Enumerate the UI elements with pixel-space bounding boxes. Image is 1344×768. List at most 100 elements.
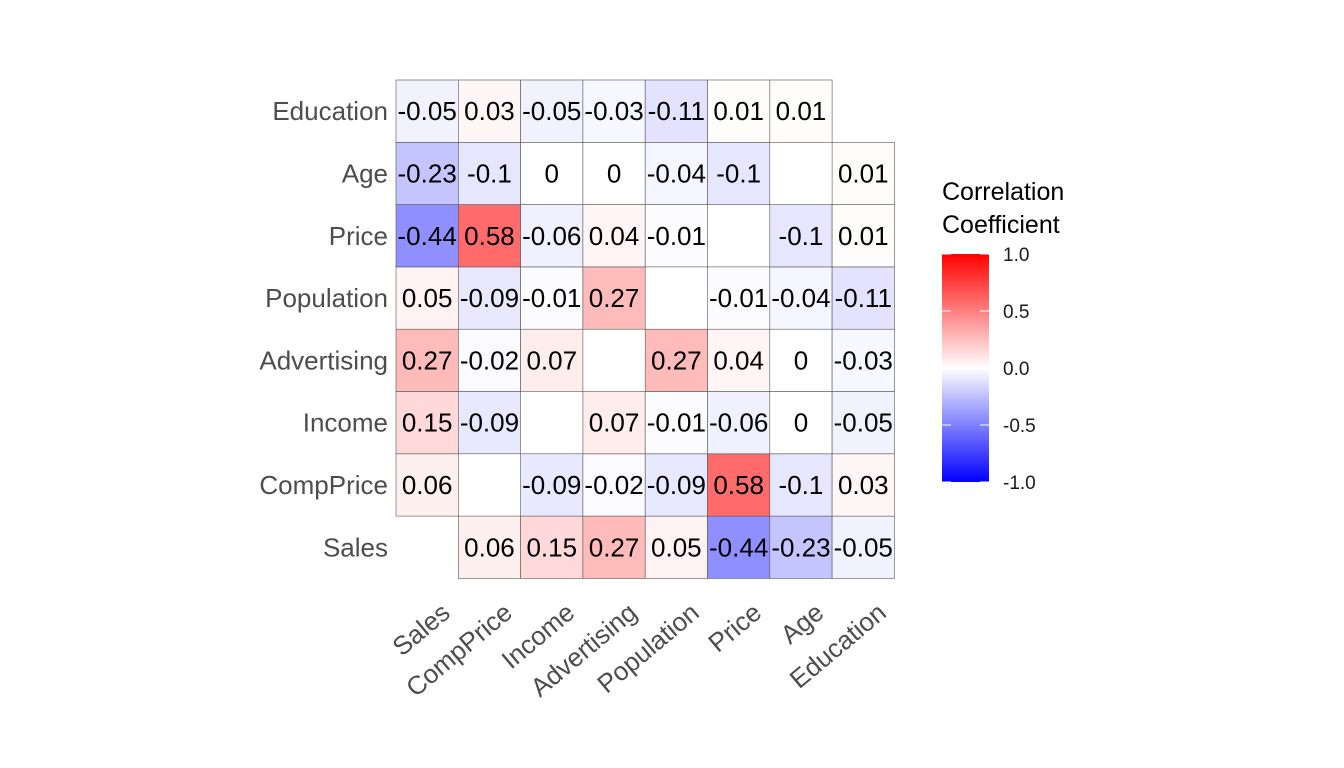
heatmap-cell-education-price bbox=[831, 204, 895, 268]
cell-value-label: -0.01 bbox=[647, 408, 706, 438]
heatmap-cell-age-price bbox=[769, 204, 833, 268]
color-legend: Correlation Coefficient 1.0 0.5 0.0 -0.5 -1.… bbox=[942, 178, 1064, 494]
heatmap-cell-compprice-sales bbox=[457, 515, 521, 579]
cell-value-label: 0 bbox=[794, 408, 808, 438]
legend-tick-label: 1.0 bbox=[1003, 245, 1029, 266]
y-tick-label-price: Price bbox=[329, 221, 388, 251]
cell-value-label: -0.1 bbox=[779, 470, 824, 500]
cell-value-label: -0.06 bbox=[522, 221, 581, 251]
heatmap-cell-age-education bbox=[769, 79, 833, 143]
heatmap-cell-population-education bbox=[644, 79, 708, 143]
heatmap-cell-sales-population bbox=[395, 266, 459, 330]
heatmap-cell-sales-price bbox=[395, 204, 459, 268]
heatmap-cell-age-population bbox=[769, 266, 833, 330]
cell-value-label: -0.05 bbox=[834, 408, 893, 438]
cell-value-label: -0.04 bbox=[647, 158, 706, 188]
heatmap-cells bbox=[395, 79, 895, 579]
heatmap-cell-compprice-advertising bbox=[457, 328, 521, 392]
cell-value-label: -0.11 bbox=[835, 283, 892, 313]
heatmap-cell-advertising-education bbox=[582, 79, 646, 143]
y-tick-label-compprice: CompPrice bbox=[259, 470, 388, 500]
heatmap-cell-population-price bbox=[644, 204, 708, 268]
heatmap-cell-income-age bbox=[520, 142, 584, 205]
heatmap-cell-population-age bbox=[644, 142, 708, 205]
heatmap-cell-price-income bbox=[707, 391, 771, 455]
heatmap-cell-compprice-price bbox=[457, 204, 521, 268]
cell-value-label: -0.23 bbox=[398, 158, 457, 188]
cell-value-label: -0.01 bbox=[709, 283, 768, 313]
heatmap-cell-education-age bbox=[831, 142, 895, 205]
cell-value-label: 0 bbox=[545, 158, 559, 188]
heatmap-cell-education-advertising bbox=[831, 328, 895, 392]
heatmap-cell-age-advertising bbox=[769, 328, 833, 392]
legend-title-line-2: Coefficient bbox=[942, 211, 1060, 239]
heatmap-cell-population-income bbox=[644, 391, 708, 455]
heatmap-cell-income-sales bbox=[520, 515, 584, 579]
cell-value-label: -0.1 bbox=[716, 158, 761, 188]
cell-value-label: 0.06 bbox=[464, 532, 515, 562]
legend-ticks: 1.0 0.5 0.0 -0.5 -1.0 bbox=[942, 245, 1036, 494]
cell-value-label: 0.27 bbox=[651, 345, 702, 375]
heatmap-cell-education-sales bbox=[831, 515, 895, 579]
cell-value-label: 0.58 bbox=[713, 470, 764, 500]
heatmap-cell-sales-education bbox=[395, 79, 459, 143]
heatmap-cell-advertising-age bbox=[582, 142, 646, 205]
cell-value-label: -0.1 bbox=[467, 158, 512, 188]
heatmap-cell-price-compprice bbox=[707, 453, 771, 517]
legend-tick-label: 0.0 bbox=[1003, 359, 1029, 380]
cell-value-label: 0.27 bbox=[589, 532, 640, 562]
heatmap-cell-education-population bbox=[831, 266, 895, 330]
heatmap-cell-population-sales bbox=[644, 515, 708, 579]
cell-value-label: 0.15 bbox=[526, 532, 577, 562]
cell-value-label: 0.07 bbox=[526, 345, 577, 375]
heatmap-cell-price-sales bbox=[707, 515, 771, 579]
cell-value-label: 0.01 bbox=[838, 221, 889, 251]
cell-value-label: -0.04 bbox=[771, 283, 830, 313]
cell-value-label: 0.03 bbox=[464, 96, 515, 126]
cell-value-label: -0.44 bbox=[398, 221, 457, 251]
cell-value-label: 0 bbox=[794, 345, 808, 375]
cell-value-label: 0.03 bbox=[838, 470, 889, 500]
heatmap-cell-income-price bbox=[520, 204, 584, 268]
heatmap-cell-income-compprice bbox=[520, 453, 584, 517]
heatmap-cell-population-advertising bbox=[644, 328, 708, 392]
heatmap-cell-age-sales bbox=[769, 515, 833, 579]
y-tick-label-advertising: Advertising bbox=[259, 345, 388, 375]
cell-value-label: 0.01 bbox=[713, 96, 764, 126]
cell-value-label: -0.03 bbox=[834, 345, 893, 375]
cell-value-label: 0.06 bbox=[402, 470, 453, 500]
heatmap-cell-price-age bbox=[707, 142, 771, 205]
heatmap-cell-advertising-population bbox=[582, 266, 646, 330]
cell-value-label: -0.09 bbox=[647, 470, 706, 500]
legend-tick-label: -0.5 bbox=[1003, 416, 1036, 437]
cell-value-label: -0.23 bbox=[771, 532, 830, 562]
heatmap-cell-compprice-income bbox=[457, 391, 521, 455]
cell-value-label: 0.07 bbox=[589, 408, 640, 438]
cell-value-label: -0.05 bbox=[522, 96, 581, 126]
cell-value-label: 0.04 bbox=[589, 221, 640, 251]
cell-value-label: -0.05 bbox=[834, 532, 893, 562]
legend-title-line-1: Correlation bbox=[942, 178, 1064, 206]
legend-tick-label: 0.5 bbox=[1003, 302, 1029, 323]
cell-value-label: -0.1 bbox=[779, 221, 824, 251]
heatmap-cell-sales-compprice bbox=[395, 453, 459, 517]
x-tick-label-price: Price bbox=[702, 597, 767, 658]
cell-value-label: 0.01 bbox=[838, 158, 889, 188]
heatmap-cell-age-compprice bbox=[769, 453, 833, 517]
cell-value-label: -0.02 bbox=[584, 470, 643, 500]
y-tick-label-education: Education bbox=[272, 96, 388, 126]
cell-value-label: -0.01 bbox=[647, 221, 706, 251]
cell-value-label: -0.09 bbox=[460, 283, 519, 313]
cell-value-label: -0.01 bbox=[522, 283, 581, 313]
cell-value-label: 0.05 bbox=[402, 283, 453, 313]
cell-value-label: 0 bbox=[607, 158, 621, 188]
cell-value-label: 0.01 bbox=[776, 96, 827, 126]
y-tick-label-age: Age bbox=[342, 158, 388, 188]
legend-tick-label: -1.0 bbox=[1003, 473, 1036, 494]
heatmap-cell-labels: 0.06 0.15 0.27 0.05 -0.44 -0.23 -0.050.06 -0.09… bbox=[398, 96, 893, 562]
cell-value-label: -0.44 bbox=[709, 532, 768, 562]
cell-value-label: -0.09 bbox=[460, 408, 519, 438]
y-tick-label-income: Income bbox=[303, 408, 388, 438]
cell-value-label: 0.05 bbox=[651, 532, 702, 562]
